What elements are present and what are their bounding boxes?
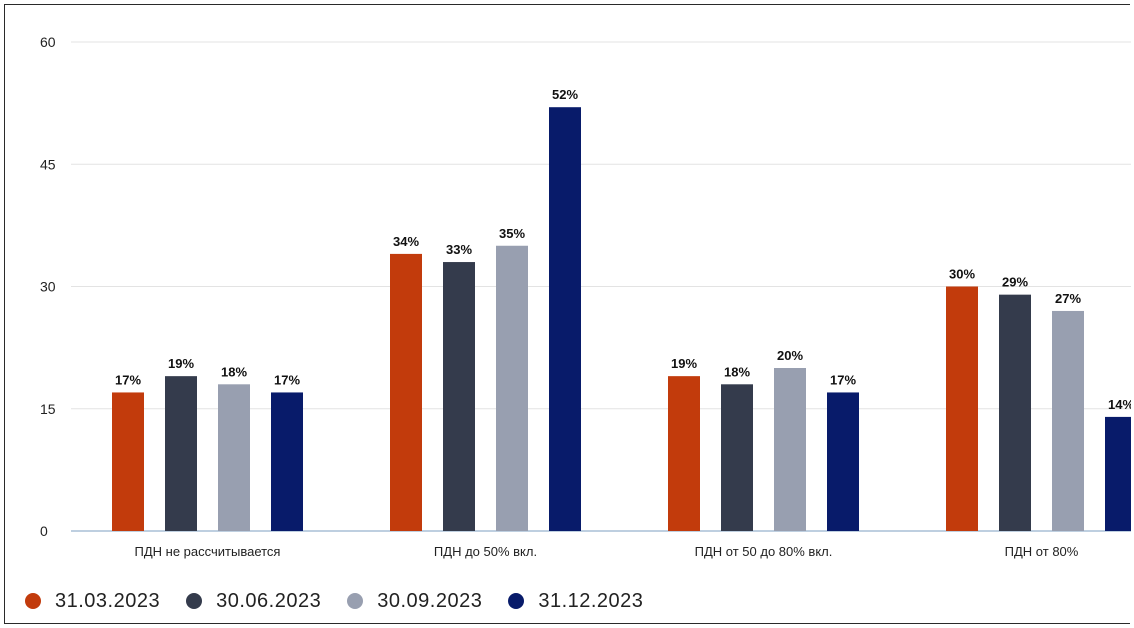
data-label: 29%	[1002, 275, 1028, 290]
data-label: 35%	[499, 226, 525, 241]
bar	[271, 392, 303, 531]
legend-label: 30.06.2023	[216, 589, 322, 612]
bar	[774, 368, 806, 531]
bar	[496, 245, 528, 531]
category-label: ПДН от 50 до 80% вкл.	[695, 544, 833, 559]
bar	[1052, 310, 1084, 531]
data-label: 52%	[552, 87, 578, 102]
legend-item: 30.09.2023	[347, 590, 482, 613]
legend-label: 30.09.2023	[377, 589, 483, 612]
bar	[946, 286, 978, 531]
y-tick-label: 45	[40, 156, 56, 172]
bar	[218, 384, 250, 531]
data-label: 33%	[446, 242, 472, 257]
data-label: 27%	[1055, 291, 1081, 306]
bar	[721, 384, 753, 531]
bar	[827, 392, 859, 531]
bar	[999, 294, 1031, 531]
legend-swatch	[347, 593, 364, 609]
category-label: ПДН до 50% вкл.	[434, 544, 537, 559]
bar	[112, 392, 144, 531]
legend-label: 31.12.2023	[538, 589, 644, 612]
bar	[668, 376, 700, 531]
chart-frame: 0 15 30 45 60 17% 19% 18% 17% 34% 33% 35% 52% 19% 18%…	[4, 4, 1131, 624]
data-label: 14%	[1108, 397, 1131, 412]
data-label: 20%	[777, 348, 803, 363]
bar	[1105, 416, 1131, 531]
legend-item: 31.03.2023	[25, 590, 160, 613]
data-label: 18%	[724, 364, 750, 379]
data-label: 19%	[168, 356, 194, 371]
bars	[112, 107, 1131, 531]
legend-label: 31.03.2023	[55, 589, 161, 612]
legend: 31.03.2023 30.06.2023 30.09.2023 31.12.2023	[25, 587, 669, 615]
bar	[549, 107, 581, 531]
data-label: 18%	[221, 364, 247, 379]
y-tick-label: 60	[40, 34, 56, 50]
data-labels: 17% 19% 18% 17% 34% 33% 35% 52% 19% 18% 20% 17% 30% 2…	[115, 87, 1131, 412]
y-axis-ticks: 0 15 30 45 60	[40, 34, 56, 539]
legend-swatch	[508, 593, 525, 609]
x-axis-categories: ПДН не рассчитывается ПДН до 50% вкл. ПДН …	[135, 544, 1079, 559]
legend-item: 30.06.2023	[186, 590, 321, 613]
category-label: ПДН от 80%	[1005, 544, 1079, 559]
y-tick-label: 0	[40, 523, 48, 539]
category-label: ПДН не рассчитывается	[135, 544, 281, 559]
y-tick-label: 30	[40, 279, 56, 295]
data-label: 19%	[671, 356, 697, 371]
data-label: 30%	[949, 267, 975, 282]
y-tick-label: 15	[40, 401, 56, 417]
data-label: 34%	[393, 234, 419, 249]
data-label: 17%	[830, 372, 856, 387]
bar-chart: 0 15 30 45 60 17% 19% 18% 17% 34% 33% 35% 52% 19% 18%…	[40, 34, 1131, 559]
legend-item: 31.12.2023	[508, 590, 643, 613]
data-label: 17%	[115, 372, 141, 387]
legend-swatch	[25, 593, 41, 609]
bar	[443, 262, 475, 531]
bar	[165, 376, 197, 531]
data-label: 17%	[274, 372, 300, 387]
bar	[390, 253, 422, 531]
legend-swatch	[186, 593, 203, 609]
